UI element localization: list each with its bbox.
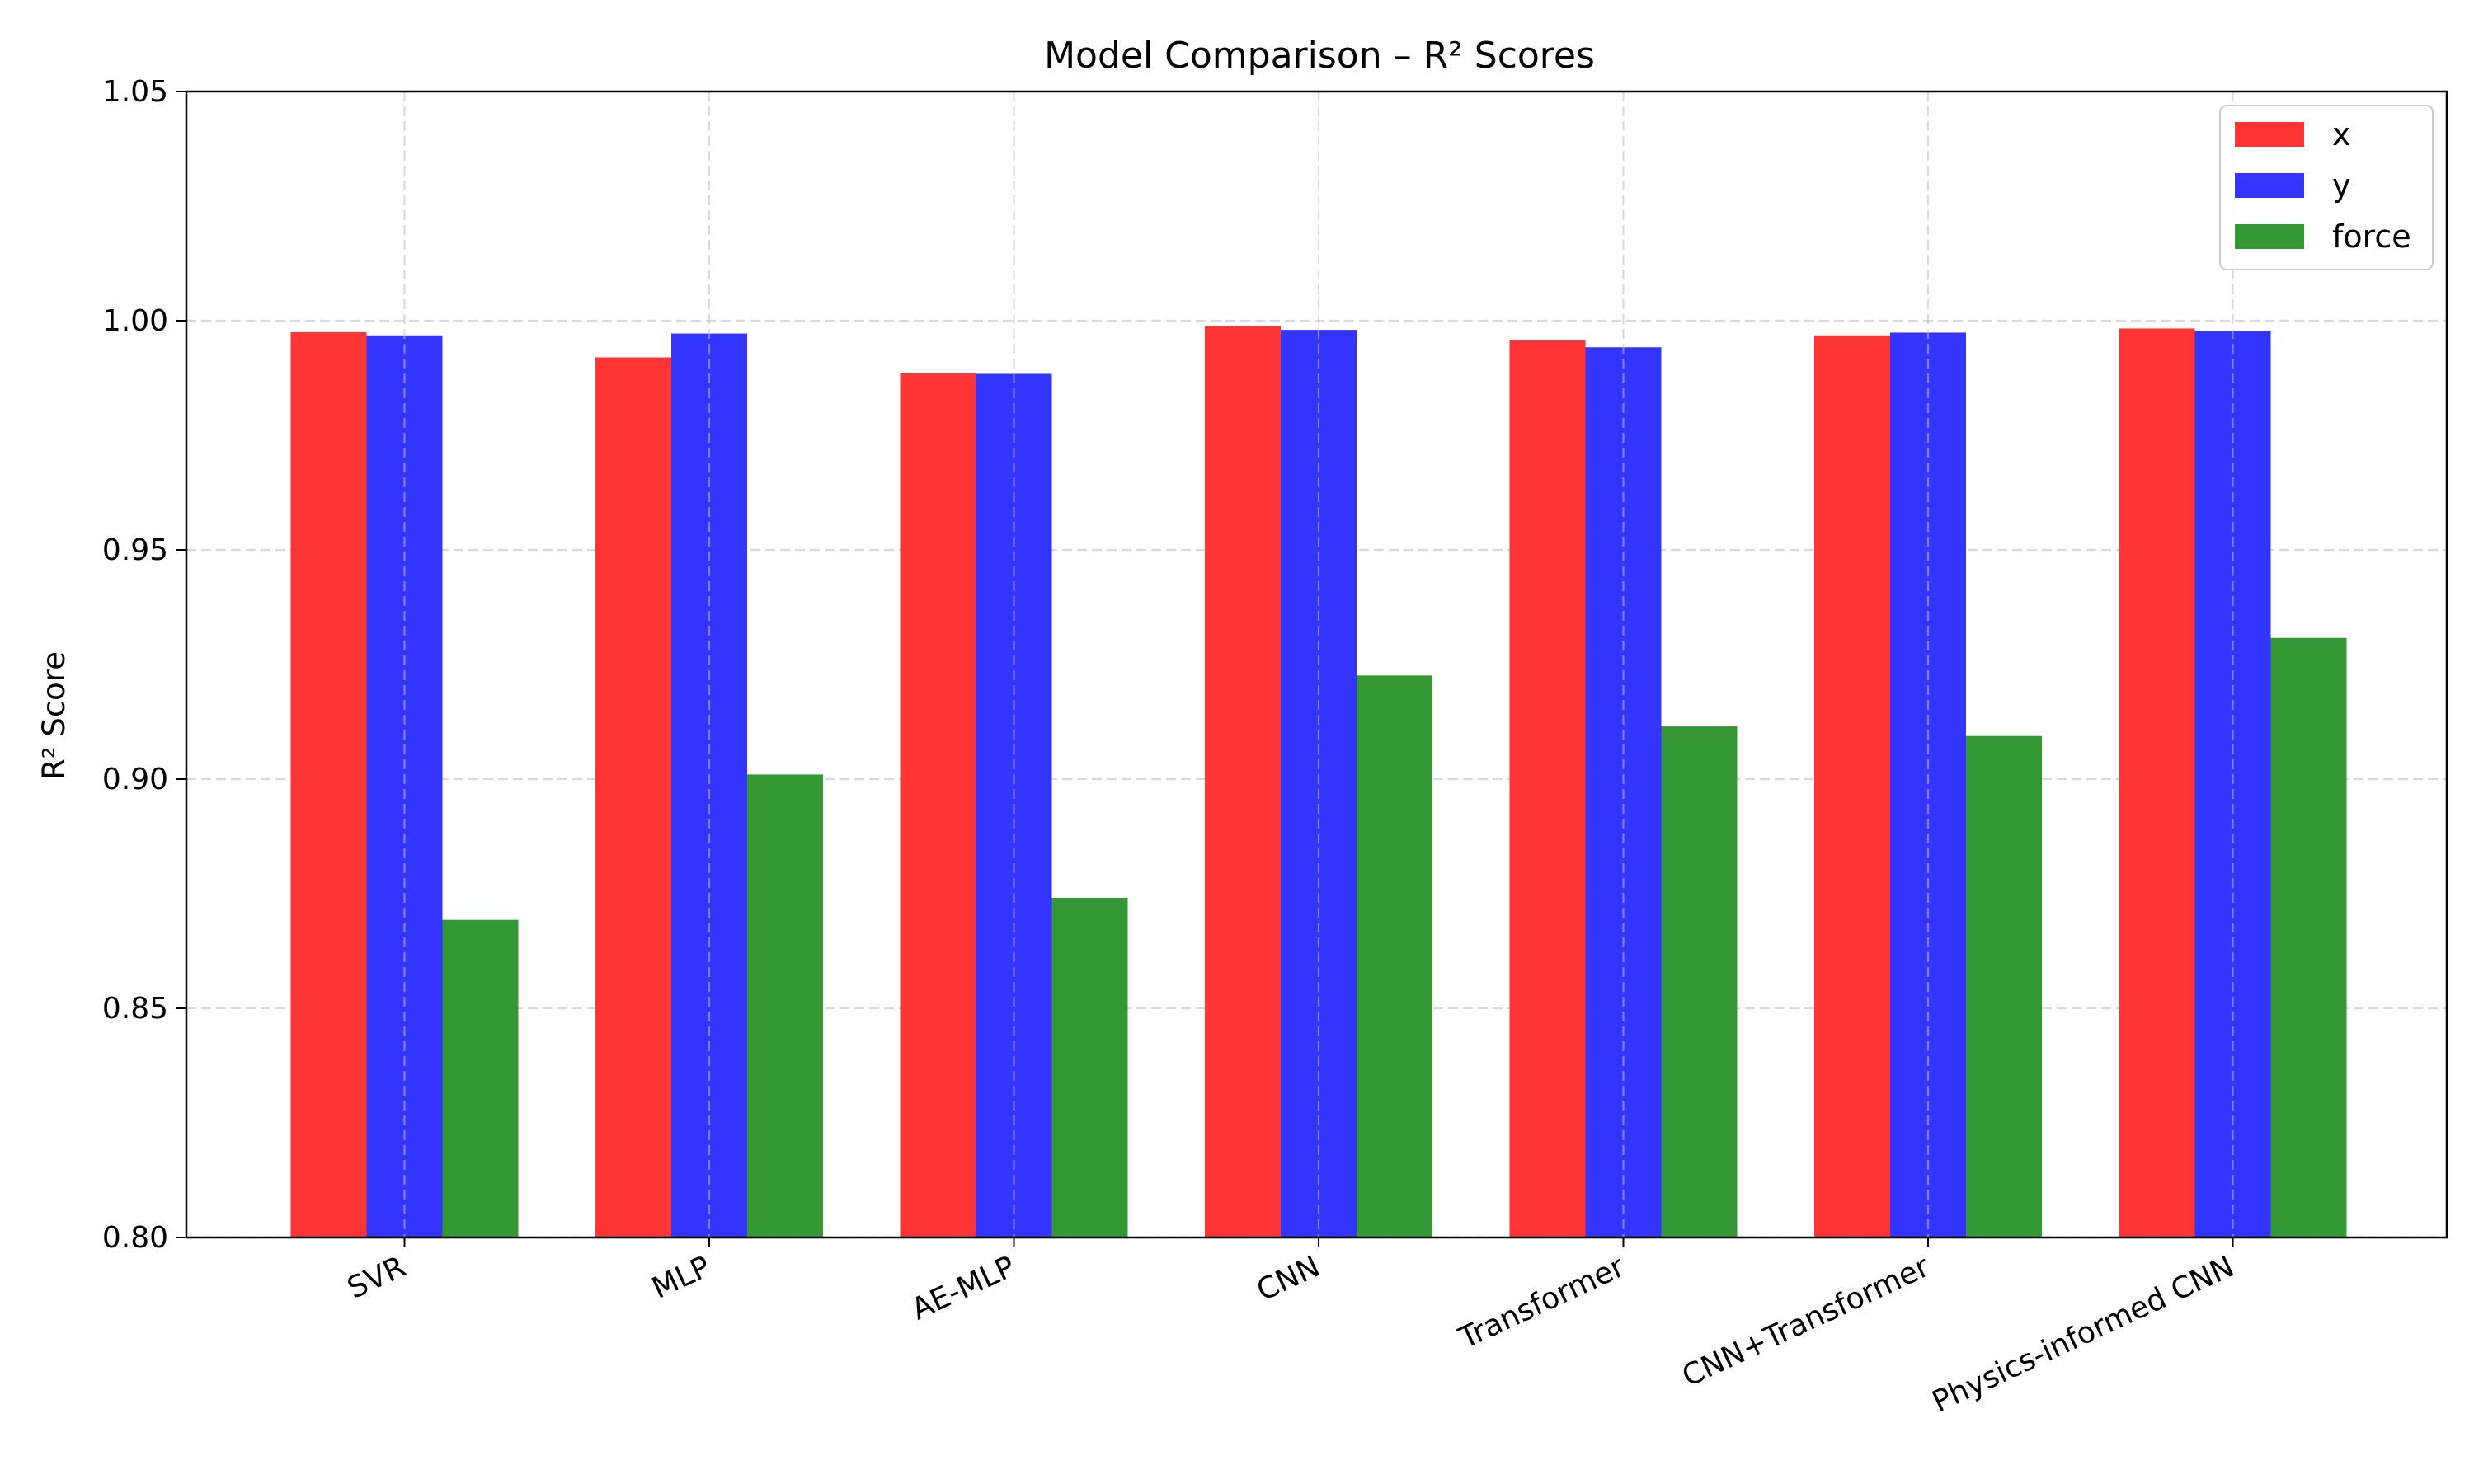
y-tick-label: 0.90 <box>102 763 168 796</box>
bar-x <box>290 331 367 1237</box>
y-tick-label: 1.05 <box>102 75 168 109</box>
bar-x <box>1814 335 1890 1237</box>
bar-x <box>1509 340 1586 1238</box>
y-tick-label: 1.00 <box>102 304 168 338</box>
axes <box>185 90 2448 1239</box>
bar-x <box>2119 328 2195 1237</box>
y-tick-label: 0.80 <box>102 1221 168 1255</box>
bar-force <box>1661 726 1738 1237</box>
bar-x <box>595 357 671 1238</box>
legend: xy force <box>2219 105 2434 270</box>
legend-swatch-y <box>2235 173 2304 198</box>
bar-force <box>1357 675 1432 1237</box>
chart-title: Model Comparison – R² Scores <box>1044 35 1595 77</box>
x-tick-label: CNN <box>1252 1250 1325 1308</box>
y-tick-label: 0.95 <box>102 533 168 567</box>
legend-label-force: force <box>2332 218 2411 255</box>
bar-x <box>1205 326 1281 1237</box>
y-axis-label: R² Score <box>36 651 72 780</box>
x-tick-label: Physics-informed CNN <box>1927 1250 2239 1419</box>
legend-label-y: y <box>2332 167 2351 204</box>
legend-swatch-x <box>2235 122 2304 147</box>
x-tick-label: CNN+Transformer <box>1677 1250 1935 1394</box>
x-tick-label: AE-MLP <box>906 1250 1020 1327</box>
bar-force <box>1051 898 1128 1237</box>
bar-force <box>747 774 823 1237</box>
legend-swatch-force <box>2235 224 2304 249</box>
bars <box>290 326 2347 1238</box>
legend-label-x: x <box>2332 116 2351 153</box>
plot-frame <box>185 90 2448 1239</box>
bar-force <box>2270 637 2347 1237</box>
y-axis-ticks: 0.80 0.85 0.90 0.95 1.00 1.05 <box>102 75 186 1255</box>
bar-force <box>442 919 519 1237</box>
y-tick-label: 0.85 <box>102 992 168 1026</box>
bar-force <box>1966 735 2042 1237</box>
x-axis-ticks: SVR MLP AE-MLP CNN Transformer CNN+Transforme… <box>342 1237 2239 1419</box>
bar-x <box>900 373 976 1238</box>
x-tick-label: MLP <box>647 1250 715 1306</box>
x-tick-label: Transformer <box>1453 1250 1630 1356</box>
x-tick-label: SVR <box>342 1250 411 1306</box>
